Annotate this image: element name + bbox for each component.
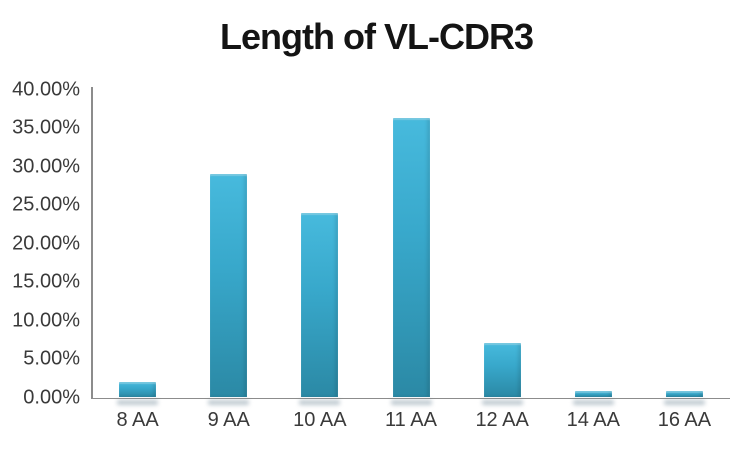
bar-reflection xyxy=(299,400,341,405)
x-axis-tick-label: 11 AA xyxy=(385,409,437,431)
y-axis-tick-label: 35.00% xyxy=(12,116,80,139)
bar-11-aa xyxy=(392,117,430,398)
y-axis-tick-label: 25.00% xyxy=(12,193,80,216)
y-axis-tick-label: 5.00% xyxy=(23,347,80,370)
bar-reflection xyxy=(117,400,159,405)
x-axis-tick-label: 8 AA xyxy=(116,409,159,431)
bar-reflection xyxy=(663,400,705,405)
y-axis-tick-label: 20.00% xyxy=(12,232,80,254)
bar-reflection xyxy=(572,400,614,405)
y-axis-tick-label: 30.00% xyxy=(12,155,80,177)
y-axis-line xyxy=(91,87,93,399)
x-axis-tick-label: 9 AA xyxy=(207,409,250,431)
bar-16-aa xyxy=(665,391,703,398)
y-axis-tick-label: 40.00% xyxy=(12,78,80,100)
bar-reflection xyxy=(481,400,523,405)
y-axis-tick-label: 15.00% xyxy=(12,270,80,293)
x-axis-line xyxy=(91,397,730,399)
bar-reflection xyxy=(208,400,250,405)
x-axis-tick-label: 12 AA xyxy=(475,409,529,431)
x-axis-tick-label: 16 AA xyxy=(657,409,712,431)
bar-9-aa xyxy=(210,174,248,398)
bar-8-aa xyxy=(119,382,157,398)
bar-10-aa xyxy=(301,212,339,398)
x-axis-tick-label: 14 AA xyxy=(566,409,620,431)
bar-12-aa xyxy=(483,342,521,398)
bar-reflection xyxy=(390,400,432,405)
chart-title: Length of VL-CDR3 xyxy=(220,16,534,57)
y-axis-tick-label: 0.00% xyxy=(23,386,80,408)
bar-14-aa xyxy=(574,391,612,398)
y-axis-tick-label: 10.00% xyxy=(12,309,80,331)
x-axis-tick-label: 10 AA xyxy=(293,409,347,431)
